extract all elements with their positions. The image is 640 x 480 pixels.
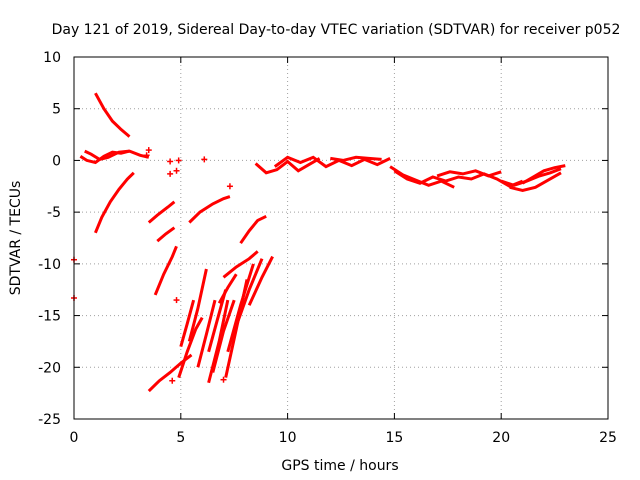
data-point <box>226 183 233 190</box>
y-tick-label: -25 <box>38 412 61 428</box>
y-tick-label: -15 <box>38 309 61 325</box>
data-series-arc-20 <box>222 250 259 279</box>
data-series-arc-17 <box>226 263 255 353</box>
data-series-arc-22 <box>188 195 231 224</box>
data-series-arc-21 <box>217 273 238 304</box>
axis-ticks: 0 5 10 15 20 25 -25 -20 -15 -10 -5 0 5 10 <box>38 50 617 446</box>
data-point <box>175 157 182 164</box>
data-series-arc-32 <box>521 164 566 185</box>
data-point <box>167 158 174 165</box>
data-series-arc-04 <box>94 171 135 234</box>
data-series-arc-12 <box>196 299 217 368</box>
y-tick-label: -5 <box>47 205 61 221</box>
x-tick-label: 20 <box>492 430 510 446</box>
x-tick-label: 0 <box>70 430 79 446</box>
y-axis-label: SDTVAR / TECUs <box>8 181 24 296</box>
data-series-arc-15 <box>207 289 228 353</box>
data-series-arc-13 <box>207 299 230 384</box>
data-series-arc-07 <box>156 226 176 243</box>
y-tick-label: 0 <box>52 153 61 169</box>
y-tick-label: 10 <box>43 50 61 66</box>
data-point <box>169 377 176 384</box>
data-series-arc-25 <box>273 155 391 169</box>
data-series-arc-06 <box>153 245 178 296</box>
data-series-arc-27 <box>389 165 455 189</box>
x-tick-label: 10 <box>279 430 297 446</box>
data-point <box>143 152 150 159</box>
grid-lines <box>74 57 608 419</box>
data-series-arc-18 <box>234 258 264 327</box>
data-point <box>173 167 180 174</box>
x-tick-label: 5 <box>176 430 185 446</box>
data-layer <box>71 92 566 393</box>
data-point <box>201 156 208 163</box>
data-series-arc-10 <box>179 299 196 348</box>
y-tick-label: 5 <box>52 102 61 118</box>
x-tick-label: 25 <box>599 430 617 446</box>
data-series-arc-02 <box>84 149 150 162</box>
data-series-arc-11 <box>187 268 208 342</box>
data-series-arc-24 <box>254 157 321 175</box>
data-series-arc-05 <box>147 200 176 224</box>
x-axis-label: GPS time / hours <box>281 458 398 474</box>
data-point <box>173 297 180 304</box>
y-tick-label: -10 <box>38 257 61 273</box>
x-tick-label: 15 <box>385 430 403 446</box>
data-series-arc-09 <box>177 316 204 379</box>
data-series-arc-14 <box>211 299 236 373</box>
y-tick-label: -20 <box>38 360 61 376</box>
data-point <box>145 147 152 154</box>
plot-frame <box>73 56 609 420</box>
data-series-arc-23 <box>239 214 267 245</box>
chart-title: Day 121 of 2019, Sidereal Day-to-day VTE… <box>52 22 621 38</box>
data-series-arc-31 <box>509 171 562 192</box>
data-series-arc-26 <box>330 155 382 162</box>
data-point <box>167 170 174 177</box>
data-point <box>220 376 227 383</box>
data-series-arc-19 <box>247 255 274 306</box>
data-series-arc-03 <box>94 92 131 138</box>
data-series-arc-29 <box>436 169 502 178</box>
